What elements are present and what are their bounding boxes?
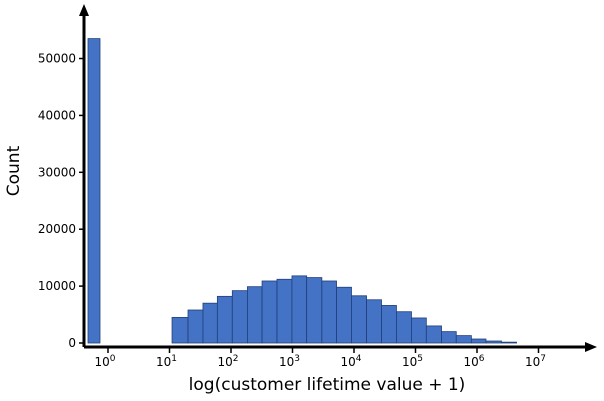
y-tick-label: 20000 xyxy=(38,222,76,236)
histogram-bar xyxy=(87,38,101,344)
histogram-bar xyxy=(396,311,412,344)
histogram-bar xyxy=(187,309,204,344)
y-tick-label: 10000 xyxy=(38,279,76,293)
x-tick-label: 106 xyxy=(463,354,484,369)
y-tick-label: 50000 xyxy=(38,52,76,66)
histogram-bar xyxy=(261,280,278,344)
x-tick-label: 104 xyxy=(340,354,361,369)
histogram-bar xyxy=(485,340,502,344)
histogram-bar xyxy=(171,316,189,344)
histogram-bar xyxy=(470,338,487,344)
x-tick-label: 100 xyxy=(94,354,115,369)
y-axis-title: Count xyxy=(4,145,24,196)
histogram-bar xyxy=(202,302,218,344)
x-ticks-group: 100 101 102 103 104 105 106 107 xyxy=(94,347,546,369)
histogram-bar xyxy=(306,277,323,344)
x-tick-label: 105 xyxy=(402,354,423,369)
histogram-bar xyxy=(501,341,517,344)
histogram-bar xyxy=(425,325,442,344)
y-tick-label: 40000 xyxy=(38,108,76,122)
histogram-bar xyxy=(441,331,457,344)
x-tick-label: 101 xyxy=(156,354,177,369)
histogram-bar xyxy=(216,295,233,344)
histogram-bar xyxy=(231,290,248,344)
y-tick-label: 0 xyxy=(68,336,76,350)
y-axis-arrowhead xyxy=(79,4,89,16)
histogram-bar xyxy=(411,317,427,344)
histogram-bar xyxy=(366,299,382,344)
histogram-bar xyxy=(291,275,308,344)
histogram-bar xyxy=(276,278,293,344)
x-tick-label: 102 xyxy=(217,354,238,369)
histogram-bar xyxy=(321,280,337,344)
y-tick-label: 30000 xyxy=(38,165,76,179)
y-ticks-group: 0 10000 20000 30000 40000 50000 xyxy=(38,52,84,350)
histogram-bar xyxy=(247,286,263,344)
x-tick-label: 103 xyxy=(279,354,300,369)
histogram-bar xyxy=(336,286,352,344)
histogram-bar xyxy=(455,335,472,344)
x-axis-arrowhead xyxy=(585,342,597,352)
x-tick-label: 107 xyxy=(525,354,546,369)
x-axis-title: log(customer lifetime value + 1) xyxy=(189,375,466,395)
bars-group xyxy=(87,38,517,344)
axes-group xyxy=(79,4,597,352)
histogram-bar xyxy=(351,295,367,344)
histogram-bar xyxy=(381,305,397,344)
